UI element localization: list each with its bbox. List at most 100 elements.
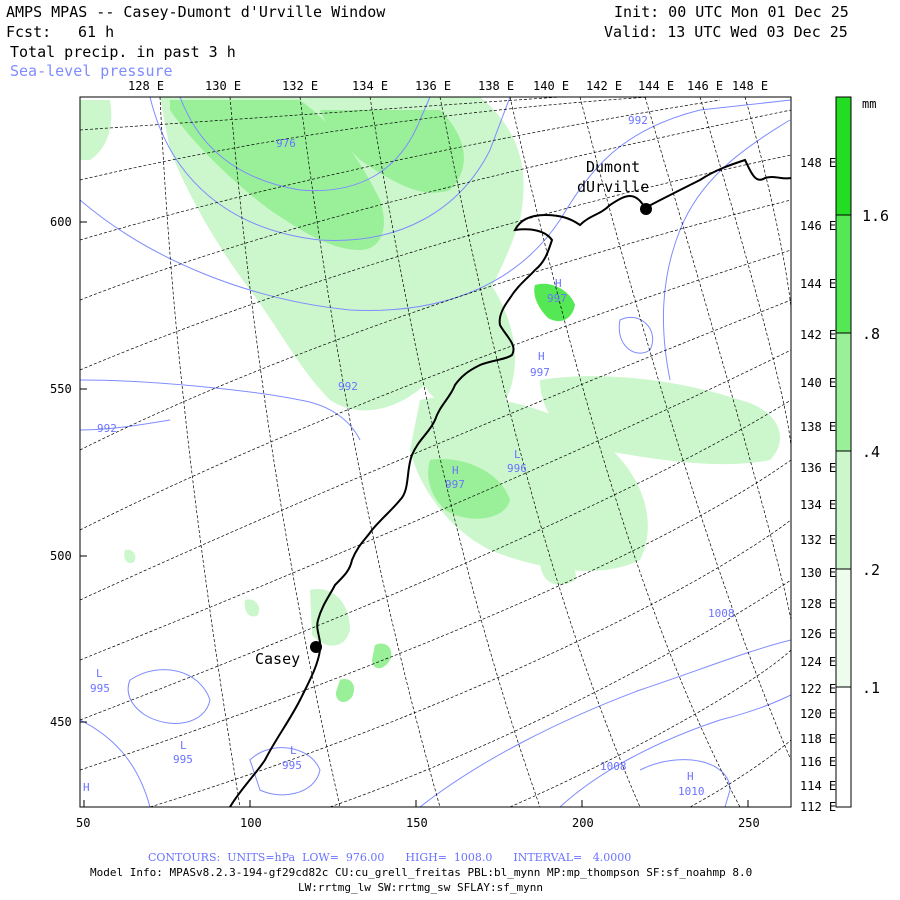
x-tick-label: 200 bbox=[572, 816, 594, 830]
precip-cell-997 bbox=[534, 283, 575, 322]
colorbar-label-1.6: 1.6 bbox=[862, 207, 889, 225]
precip-streak-2 bbox=[335, 679, 355, 703]
valid-time: Valid: 13 UTC Wed 03 Dec 25 bbox=[604, 23, 848, 41]
precip-band-mid bbox=[396, 220, 515, 419]
right-lon-label: 142 E bbox=[800, 328, 836, 342]
precip-east bbox=[540, 376, 780, 465]
pressure-center-marker: L bbox=[96, 667, 103, 680]
physics-info: LW:rrtmg_lw SW:rrtmg_sw SFLAY:sf_mynn bbox=[298, 881, 544, 894]
forecast-label: Fcst: bbox=[6, 23, 52, 41]
contour-label: 976 bbox=[276, 137, 296, 150]
axis-ticks bbox=[80, 221, 749, 807]
forecast-hour: 61 h bbox=[78, 23, 115, 41]
contour-label: 995 bbox=[282, 759, 302, 772]
right-lon-label: 112 E bbox=[800, 800, 836, 814]
precip-shading bbox=[80, 97, 780, 703]
colorbar-band-0.1 bbox=[836, 569, 851, 687]
top-lon-label: 136 E bbox=[415, 79, 451, 93]
right-lon-label: 118 E bbox=[800, 732, 836, 746]
field-title: Total precip. in past 3 h bbox=[10, 43, 236, 61]
x-tick-label: 100 bbox=[240, 816, 262, 830]
right-lon-label: 136 E bbox=[800, 461, 836, 475]
colorbar-unit: mm bbox=[862, 97, 876, 111]
pressure-center-marker: L bbox=[514, 448, 521, 461]
contour-label: 997 bbox=[530, 366, 550, 379]
y-tick-label: 450 bbox=[50, 715, 72, 729]
x-tick-label: 50 bbox=[76, 816, 90, 830]
pressure-center-marker: H bbox=[555, 277, 562, 290]
top-lon-label: 134 E bbox=[352, 79, 388, 93]
station-label-durville: dUrville bbox=[577, 178, 649, 196]
top-lon-label: 130 E bbox=[205, 79, 241, 93]
top-lon-label: 142 E bbox=[586, 79, 622, 93]
y-tick-label: 500 bbox=[50, 549, 72, 563]
right-lon-label: 138 E bbox=[800, 420, 836, 434]
contours-info: CONTOURS: UNITS=hPa LOW= 976.00 HIGH= 10… bbox=[148, 851, 632, 864]
right-lon-label: 120 E bbox=[800, 707, 836, 721]
right-lon-label: 146 E bbox=[800, 219, 836, 233]
top-lon-label: 140 E bbox=[533, 79, 569, 93]
contour-labels: 976 992 992 992 997 997 997 996 995 995 … bbox=[83, 114, 735, 798]
pressure-center-marker: H bbox=[687, 770, 694, 783]
casey-station-marker bbox=[310, 641, 322, 653]
y-tick-label: 550 bbox=[50, 382, 72, 396]
colorbar-band-blank bbox=[836, 687, 851, 807]
contour-label: 997 bbox=[547, 292, 567, 305]
precip-spot-2 bbox=[124, 549, 136, 564]
right-lon-label: 148 E bbox=[800, 156, 836, 170]
contour-label: 992 bbox=[628, 114, 648, 127]
top-lon-label: 132 E bbox=[282, 79, 318, 93]
right-lon-label: 122 E bbox=[800, 682, 836, 696]
precip-central-core bbox=[428, 459, 510, 519]
station-label-dumont: Dumont bbox=[586, 158, 640, 176]
pressure-center-marker: L bbox=[290, 744, 297, 757]
contour-label: 992 bbox=[338, 380, 358, 393]
top-lon-label: 144 E bbox=[638, 79, 674, 93]
right-lon-label: 132 E bbox=[800, 533, 836, 547]
precip-band-north-core2 bbox=[320, 110, 464, 193]
x-tick-label: 250 bbox=[738, 816, 760, 830]
colorbar-band-0.2 bbox=[836, 451, 851, 569]
right-lon-label: 116 E bbox=[800, 755, 836, 769]
y-tick-label: 600 bbox=[50, 215, 72, 229]
colorbar-frame bbox=[835, 96, 852, 808]
map-area bbox=[80, 97, 791, 807]
right-lon-label: 134 E bbox=[800, 498, 836, 512]
contour-label: 992 bbox=[97, 422, 117, 435]
colorbar-band-0.4 bbox=[836, 333, 851, 451]
pressure-center-marker: H bbox=[538, 350, 545, 363]
coastline bbox=[229, 158, 791, 807]
precip-spot-1 bbox=[244, 599, 260, 617]
colorbar-label-0.8: .8 bbox=[862, 325, 880, 343]
contour-label: 996 bbox=[507, 462, 527, 475]
contour-label: 995 bbox=[173, 753, 193, 766]
graticule bbox=[80, 97, 791, 807]
station-label-casey: Casey bbox=[255, 650, 300, 668]
contour-label: 995 bbox=[90, 682, 110, 695]
overlay-title: Sea-level pressure bbox=[10, 62, 173, 80]
pressure-center-marker: H bbox=[83, 781, 90, 794]
top-lon-label: 146 E bbox=[687, 79, 723, 93]
top-lon-label: 138 E bbox=[478, 79, 514, 93]
top-lon-label: 128 E bbox=[128, 79, 164, 93]
colorbar bbox=[835, 96, 852, 808]
pressure-center-marker: H bbox=[452, 464, 459, 477]
colorbar-label-0.1: .1 bbox=[862, 679, 880, 697]
right-lon-label: 126 E bbox=[800, 627, 836, 641]
precip-spot-3 bbox=[80, 100, 112, 160]
colorbar-label-0.4: .4 bbox=[862, 443, 880, 461]
precip-band-north-core bbox=[170, 100, 384, 250]
model-info: Model Info: MPASv8.2.3-194-gf29cd82c CU:… bbox=[90, 866, 753, 879]
right-lon-label: 114 E bbox=[800, 779, 836, 793]
contour-label: 1008 bbox=[600, 760, 627, 773]
right-lon-label: 140 E bbox=[800, 376, 836, 390]
colorbar-band-0.8 bbox=[836, 215, 851, 333]
right-lon-label: 128 E bbox=[800, 597, 836, 611]
right-lon-label: 124 E bbox=[800, 655, 836, 669]
colorbar-band-1.6 bbox=[836, 97, 851, 215]
precip-spot-4 bbox=[540, 558, 576, 585]
right-lon-label: 144 E bbox=[800, 277, 836, 291]
contour-label: 1008 bbox=[708, 607, 735, 620]
right-lon-label: 130 E bbox=[800, 566, 836, 580]
